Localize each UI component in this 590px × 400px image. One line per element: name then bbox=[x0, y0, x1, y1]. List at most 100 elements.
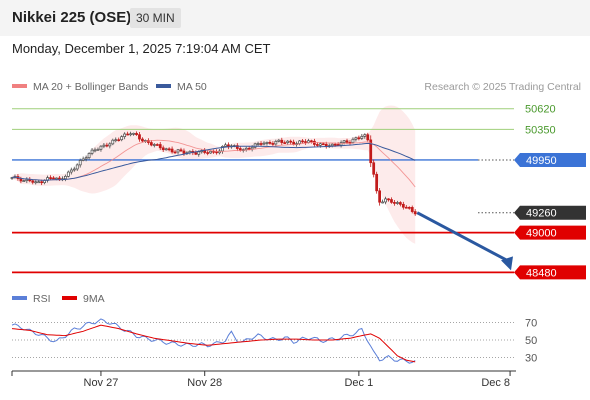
level-tag-text-49000: 49000 bbox=[526, 228, 557, 240]
candle bbox=[396, 202, 399, 204]
candle bbox=[292, 141, 296, 145]
candle bbox=[224, 144, 227, 147]
candle bbox=[301, 140, 304, 143]
rsi-line bbox=[11, 318, 416, 364]
candle bbox=[40, 181, 44, 184]
candle bbox=[357, 137, 361, 140]
candle bbox=[84, 157, 88, 160]
candle bbox=[342, 140, 346, 143]
level-tag-text-49950: 49950 bbox=[526, 155, 557, 167]
chart-header: Nikkei 225 (OSE) 30 MIN bbox=[0, 0, 590, 36]
candle bbox=[102, 144, 106, 147]
candle bbox=[369, 139, 373, 164]
candle bbox=[315, 144, 319, 146]
rsi-ma-line bbox=[11, 324, 416, 363]
candle bbox=[194, 152, 198, 155]
candle bbox=[280, 139, 284, 143]
candle bbox=[256, 143, 260, 145]
level-label-50620: 50620 bbox=[525, 104, 556, 116]
level-tag-49000 bbox=[514, 225, 586, 240]
candle bbox=[81, 158, 85, 161]
candle bbox=[99, 145, 103, 150]
candle bbox=[235, 145, 239, 149]
level-tag-text-49260: 49260 bbox=[526, 208, 557, 220]
legend-swatch-ma50 bbox=[156, 84, 171, 88]
candle bbox=[286, 140, 290, 143]
candle bbox=[75, 164, 79, 170]
candle bbox=[247, 147, 251, 150]
candle bbox=[120, 136, 124, 141]
candle bbox=[407, 206, 411, 209]
candle bbox=[170, 148, 174, 153]
price-legend: MA 20 + Bollinger Bands MA 50 bbox=[12, 81, 207, 93]
candle bbox=[381, 201, 384, 204]
candle bbox=[324, 143, 328, 147]
candle bbox=[96, 148, 100, 151]
candle bbox=[262, 142, 266, 145]
candle bbox=[111, 139, 115, 145]
forecast bbox=[416, 211, 513, 271]
level-label-50350: 50350 bbox=[525, 124, 556, 136]
timeframe-badge[interactable]: 30 MIN bbox=[130, 8, 181, 28]
candle bbox=[283, 142, 287, 144]
candle bbox=[22, 180, 26, 183]
candle bbox=[206, 152, 210, 154]
candle bbox=[108, 143, 112, 147]
legend-label-bollinger: MA 20 + Bollinger Bands bbox=[33, 81, 148, 93]
candle bbox=[244, 147, 248, 150]
legend-label-rsi: RSI bbox=[33, 293, 51, 305]
candle bbox=[87, 153, 91, 159]
candle bbox=[25, 179, 29, 182]
candle bbox=[387, 198, 390, 201]
candle bbox=[129, 133, 132, 136]
timestamp: Monday, December 1, 2025 7:19:04 AM CET bbox=[12, 41, 271, 56]
candle bbox=[268, 142, 272, 144]
level-tag-text-48480: 48480 bbox=[526, 267, 557, 279]
rsi-tick-30: 30 bbox=[525, 353, 537, 365]
candle bbox=[372, 162, 376, 175]
legend-swatch-9ma bbox=[62, 296, 77, 300]
candle bbox=[123, 133, 127, 138]
candle bbox=[250, 146, 254, 150]
copyright-text: Research © 2025 Trading Central bbox=[424, 81, 581, 93]
candle bbox=[114, 139, 118, 142]
candle bbox=[152, 144, 156, 146]
x-tick-label: Nov 27 bbox=[84, 377, 119, 389]
x-tick-label: Dec 1 bbox=[344, 377, 373, 389]
candle bbox=[298, 140, 301, 144]
candle bbox=[345, 140, 349, 143]
candle bbox=[253, 143, 257, 148]
legend-label-ma50: MA 50 bbox=[177, 81, 207, 93]
candle bbox=[209, 150, 213, 154]
candle bbox=[310, 140, 313, 143]
candle bbox=[375, 173, 379, 192]
candle bbox=[384, 198, 387, 203]
candle bbox=[363, 134, 367, 137]
candle bbox=[410, 207, 414, 212]
candle bbox=[72, 168, 76, 171]
forecast-arrow-line bbox=[416, 211, 508, 262]
candle bbox=[161, 147, 165, 151]
candle bbox=[277, 139, 281, 142]
candle bbox=[330, 143, 334, 147]
level-tags: 50620 50350 49950 49260 49000 48480 bbox=[514, 104, 586, 280]
x-tick-label: Nov 28 bbox=[187, 377, 222, 389]
ma50-line bbox=[11, 142, 416, 181]
rsi-tick-70: 70 bbox=[525, 318, 537, 330]
candle bbox=[141, 138, 144, 142]
candle bbox=[55, 177, 58, 180]
candle bbox=[69, 169, 73, 173]
candle bbox=[135, 132, 138, 136]
candle bbox=[336, 144, 340, 146]
candle bbox=[321, 143, 325, 146]
candle bbox=[197, 151, 201, 155]
candle bbox=[173, 151, 177, 154]
instrument-title: Nikkei 225 (OSE) bbox=[12, 9, 132, 26]
level-tag-49260 bbox=[514, 205, 586, 220]
candle bbox=[271, 143, 275, 145]
candle bbox=[63, 175, 67, 180]
candle bbox=[105, 144, 109, 147]
legend-swatch-rsi bbox=[12, 296, 27, 300]
candle bbox=[393, 202, 396, 204]
candle bbox=[34, 181, 38, 184]
